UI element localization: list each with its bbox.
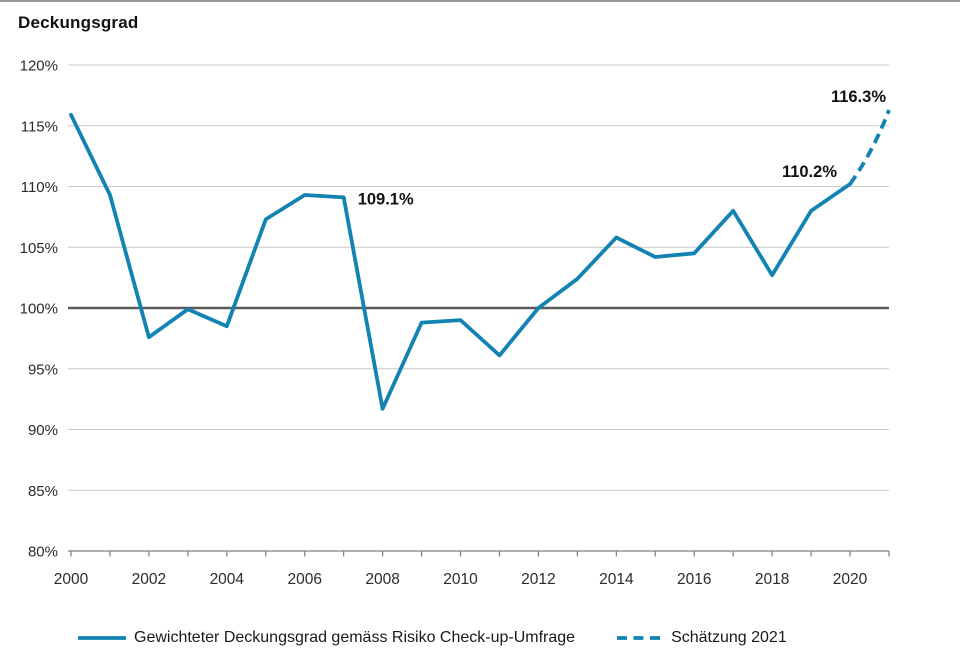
y-tick-label: 110% [21,179,58,196]
y-tick-label: 120% [20,58,58,75]
series-line-solid [69,112,852,411]
chart-legend: Gewichteter Deckungsgrad gemäss Risiko C… [0,629,960,647]
x-tick-label: 2006 [287,571,321,588]
y-tick-label: 80% [28,544,58,561]
y-tick-label: 115% [21,118,58,135]
series-line-dashed-estimate [848,109,891,186]
data-label-annotation: 110.2% [782,163,837,181]
solid-line-swatch [78,636,126,640]
top-border [0,0,960,2]
x-tick-label: 2016 [677,571,711,588]
x-tick-label: 2000 [54,571,89,588]
y-tick-label: 100% [20,301,58,318]
y-tick-label: 85% [28,483,58,500]
x-tick-label: 2008 [365,571,399,588]
data-label-annotation: 109.1% [358,190,414,208]
x-tick-label: 2012 [521,571,555,588]
line-chart: 80% 85% 90% 95% 100% 105% 110% 115% 120% 2000 2002… [20,58,891,588]
data-label-annotation: 116.3% [831,88,886,106]
x-tick-label: 2018 [755,571,789,588]
legend-label-survey: Gewichteter Deckungsgrad gemäss Risiko C… [134,629,576,646]
chart-title: Deckungsgrad [18,13,139,32]
legend-item-survey: Gewichteter Deckungsgrad gemäss Risiko C… [78,629,575,647]
legend-label-estimate: Schätzung 2021 [671,629,787,646]
y-tick-label: 95% [28,361,58,378]
x-tick-label: 2004 [210,571,245,588]
y-tick-label: 105% [20,240,58,257]
x-tick-label: 2020 [833,571,868,588]
x-tick-label: 2002 [132,571,166,588]
legend-item-estimate: Schätzung 2021 [617,629,787,647]
y-tick-label: 90% [28,422,58,439]
x-tick-label: 2010 [443,571,478,588]
dashed-line-swatch [617,636,664,640]
x-tick-label: 2014 [599,571,634,588]
